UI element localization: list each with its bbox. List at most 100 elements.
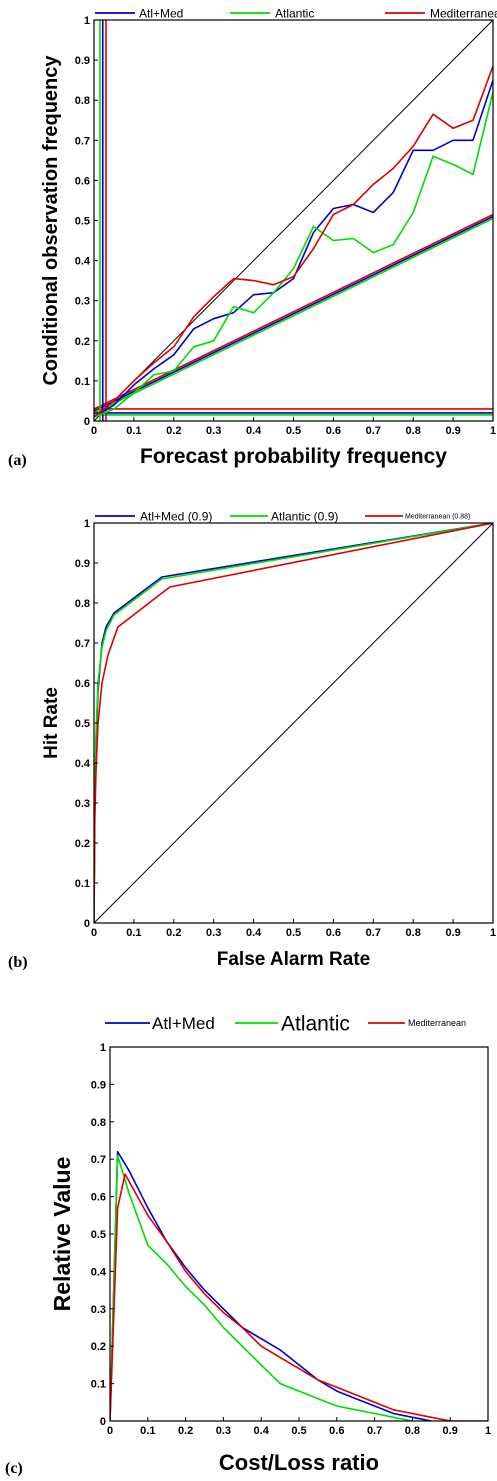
y-axis-label: Conditional observation frequency bbox=[40, 55, 62, 386]
x-tick-label: 0.7 bbox=[367, 1425, 382, 1437]
legend: Atl+Med Atlantic Mediterranean bbox=[95, 6, 497, 20]
x-tick-label: 0 bbox=[91, 927, 97, 939]
y-tick-label: 0.7 bbox=[91, 1154, 106, 1166]
y-tick-label: 0.5 bbox=[75, 718, 90, 730]
legend: Atl+Med (0.9) Atlantic (0.9) Mediterranean… bbox=[95, 509, 470, 523]
reference-line-no-skill bbox=[94, 217, 493, 414]
series-line-1 bbox=[94, 79, 493, 418]
x-tick-label: 0.6 bbox=[326, 927, 341, 939]
legend-entry-label: Atlantic bbox=[275, 6, 314, 20]
x-tick-label: 0.4 bbox=[246, 927, 262, 939]
series-line-3 bbox=[110, 1173, 488, 1421]
y-tick-label: 0.8 bbox=[75, 95, 90, 107]
y-tick-label: 0.2 bbox=[75, 838, 90, 850]
legend-entry-label: Mediterranean bbox=[430, 6, 497, 20]
x-tick-label: 0.7 bbox=[366, 425, 381, 437]
x-tick-label: 0.3 bbox=[216, 1425, 231, 1437]
y-tick-label: 0.2 bbox=[91, 1341, 106, 1353]
x-tick-label: 0.5 bbox=[291, 1425, 306, 1437]
panel-label: (a) bbox=[8, 452, 27, 469]
series-line-1 bbox=[110, 1150, 432, 1421]
x-tick-label: 0.8 bbox=[406, 425, 421, 437]
x-tick-label: 0.5 bbox=[286, 425, 301, 437]
reference-lines bbox=[94, 523, 493, 923]
x-tick-label: 0.4 bbox=[254, 1425, 270, 1437]
y-tick-label: 0.1 bbox=[75, 878, 90, 890]
x-tick-label: 0.9 bbox=[443, 1425, 458, 1437]
y-axis-label: Relative Value bbox=[49, 1157, 75, 1312]
legend-entry-label: Atl+Med bbox=[152, 1014, 215, 1033]
x-tick-label: 0.2 bbox=[166, 927, 181, 939]
reference-line-diagonal bbox=[94, 20, 493, 421]
legend-entry-label: Mediterranean bbox=[408, 1018, 466, 1028]
x-tick-label: 0.3 bbox=[206, 425, 221, 437]
legend-entry-label: Atl+Med bbox=[139, 6, 183, 20]
legend: Atl+Med Atlantic Mediterranean bbox=[105, 1013, 466, 1036]
y-tick-label: 0.4 bbox=[75, 758, 91, 770]
reference-line-no-skill bbox=[94, 215, 493, 412]
y-tick-label: 0.5 bbox=[91, 1229, 106, 1241]
y-tick-label: 0.4 bbox=[75, 256, 91, 268]
legend-entry-label: Mediterranean (0.88) bbox=[405, 514, 470, 521]
y-tick-label: 0.1 bbox=[91, 1379, 106, 1391]
y-tick-label: 0.5 bbox=[75, 216, 90, 228]
x-tick-label: 0.9 bbox=[445, 425, 460, 437]
x-tick-label: 0.8 bbox=[406, 927, 421, 939]
y-tick-label: 0.7 bbox=[75, 135, 90, 147]
legend-entry-label: Atlantic (0.9) bbox=[271, 509, 338, 523]
y-tick-label: 0 bbox=[84, 416, 90, 428]
x-tick-label: 0.9 bbox=[445, 927, 460, 939]
y-tick-label: 1 bbox=[100, 1042, 106, 1054]
x-axis-label: Cost/Loss ratio bbox=[219, 1450, 379, 1475]
x-tick-label: 1 bbox=[490, 425, 496, 437]
y-tick-label: 0.6 bbox=[91, 1192, 106, 1204]
x-tick-label: 0.6 bbox=[329, 1425, 344, 1437]
x-tick-label: 0 bbox=[91, 425, 97, 437]
chart-panel-3: 0 0.1 0.2 0.3 0.4 0.5 0.6 0.7 0.8 0.9 1 0 0.1 0.2 0.3 0… bbox=[5, 1013, 491, 1477]
y-tick-label: 0.4 bbox=[91, 1266, 107, 1278]
panel-label: (b) bbox=[8, 954, 28, 971]
x-tick-label: 0.8 bbox=[405, 1425, 420, 1437]
legend-entry-label: Atl+Med (0.9) bbox=[140, 509, 212, 523]
x-tick-label: 0.1 bbox=[140, 1425, 155, 1437]
y-tick-label: 0.9 bbox=[91, 1079, 106, 1091]
x-tick-label: 0 bbox=[107, 1425, 113, 1437]
x-tick-label: 0.7 bbox=[366, 927, 381, 939]
y-tick-label: 0.8 bbox=[75, 598, 90, 610]
series-group bbox=[110, 1150, 488, 1421]
y-axis-label: Hit Rate bbox=[41, 687, 62, 759]
y-tick-label: 0 bbox=[100, 1416, 106, 1428]
reference-line-diagonal bbox=[94, 523, 493, 923]
x-tick-label: 0.2 bbox=[166, 425, 181, 437]
x-axis-label: False Alarm Rate bbox=[217, 949, 370, 970]
y-tick-label: 0.6 bbox=[75, 678, 90, 690]
y-tick-label: 0.9 bbox=[75, 55, 90, 67]
y-tick-label: 0.3 bbox=[75, 798, 90, 810]
x-axis-label: Forecast probability frequency bbox=[140, 445, 447, 468]
x-tick-label: 0.5 bbox=[286, 927, 301, 939]
y-tick-label: 0.9 bbox=[75, 558, 90, 570]
series-line-2 bbox=[94, 92, 493, 418]
y-tick-label: 1 bbox=[84, 15, 90, 27]
y-tick-label: 0.8 bbox=[91, 1117, 106, 1129]
x-tick-label: 0.6 bbox=[326, 425, 341, 437]
chart-panel-1: 0 0.1 0.2 0.3 0.4 0.5 0.6 0.7 0.8 0.9 1 0 0.1 0.2 0.3 0… bbox=[8, 6, 497, 469]
x-tick-label: 1 bbox=[490, 927, 496, 939]
x-tick-label: 0.1 bbox=[126, 927, 141, 939]
y-tick-label: 0.1 bbox=[75, 376, 90, 388]
x-tick-label: 1 bbox=[485, 1425, 491, 1437]
y-tick-label: 0.2 bbox=[75, 336, 90, 348]
x-tick-label: 0.2 bbox=[178, 1425, 193, 1437]
legend-entry-label: Atlantic bbox=[281, 1013, 350, 1036]
x-tick-label: 0.4 bbox=[246, 425, 262, 437]
y-tick-label: 0.6 bbox=[75, 175, 90, 187]
series-line-3 bbox=[94, 65, 493, 418]
y-tick-label: 0.3 bbox=[75, 296, 90, 308]
panel-label: (c) bbox=[5, 1460, 23, 1477]
y-tick-label: 0 bbox=[84, 918, 90, 930]
y-tick-label: 0.3 bbox=[91, 1304, 106, 1316]
y-tick-label: 0.7 bbox=[75, 638, 90, 650]
series-group bbox=[94, 65, 493, 418]
